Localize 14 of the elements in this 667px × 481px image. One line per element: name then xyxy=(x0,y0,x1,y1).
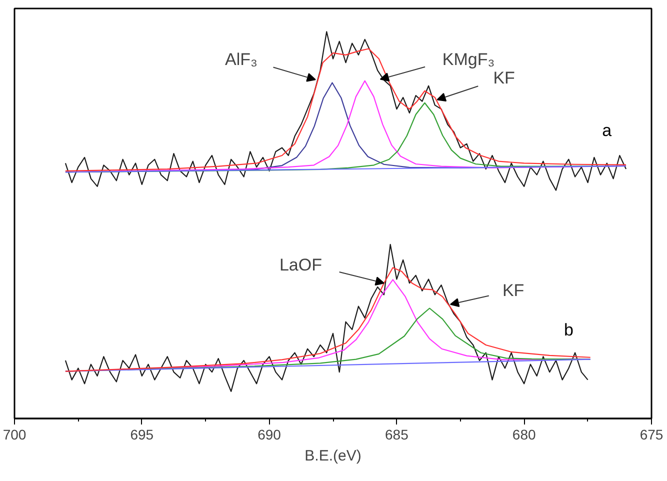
x-tick-label: 675 xyxy=(640,426,664,442)
series-label: a xyxy=(602,120,612,140)
annotation: KF xyxy=(502,280,524,300)
annotation: KF xyxy=(493,68,515,88)
x-axis-title: B.E.(eV) xyxy=(304,448,362,464)
annotation: KMgF₃ xyxy=(442,50,495,69)
annotation: AlF₃ xyxy=(224,50,258,70)
x-tick-label: 685 xyxy=(385,426,409,442)
annotation: LaOF xyxy=(279,256,322,275)
x-tick-label: 690 xyxy=(258,426,282,442)
x-tick-label: 680 xyxy=(512,426,536,442)
x-tick-label: 700 xyxy=(2,426,26,442)
x-tick-label: 695 xyxy=(130,426,154,442)
series-label: b xyxy=(564,320,574,340)
